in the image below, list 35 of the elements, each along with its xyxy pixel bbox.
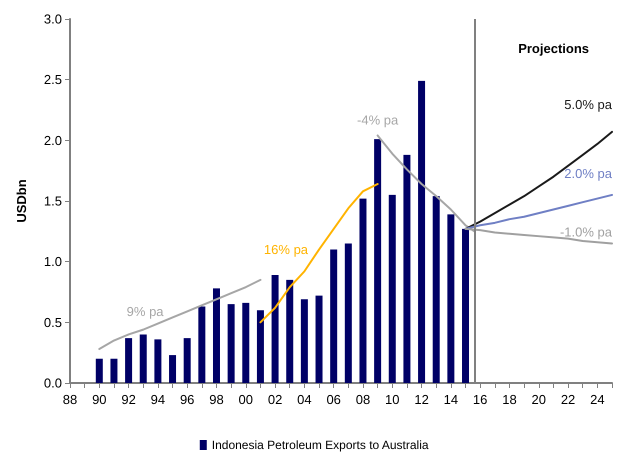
x-tick-label: 88 <box>62 392 78 407</box>
series-label: 2.0% pa <box>564 166 613 181</box>
x-tick-label: 92 <box>121 392 136 407</box>
series-label: 16% pa <box>264 242 309 258</box>
y-tick-label: 3.0 <box>44 12 62 26</box>
series-label: -4% pa <box>357 112 399 128</box>
annotation: Projections <box>518 41 589 56</box>
series-label: 9% pa <box>126 304 164 319</box>
x-tick-label: 94 <box>150 392 166 407</box>
x-tick-label: 98 <box>209 392 224 407</box>
x-tick-label: 00 <box>238 392 254 407</box>
legend-label: Indonesia Petroleum Exports to Australia <box>212 438 429 452</box>
x-tick-label: 18 <box>502 392 517 407</box>
x-tick-label: 24 <box>590 392 605 407</box>
x-tick-label: 96 <box>180 392 194 407</box>
x-tick-label: 10 <box>385 392 400 407</box>
y-tick-label: 1.5 <box>44 194 62 208</box>
x-tick-label: 12 <box>414 392 429 407</box>
series-label: -1.0% pa <box>560 224 613 240</box>
x-tick-label: 22 <box>560 392 576 407</box>
x-tick-label: 02 <box>268 392 282 407</box>
series-label: 5.0% pa <box>564 96 613 112</box>
x-tick-label: 08 <box>356 392 370 407</box>
y-tick-label: 0.0 <box>44 376 62 390</box>
y-tick-label: 0.5 <box>44 314 62 330</box>
x-tick-label: 90 <box>92 392 107 407</box>
x-tick-label: 14 <box>444 392 458 407</box>
x-tick-label: 06 <box>326 392 341 407</box>
x-tick-label: 16 <box>472 392 488 407</box>
y-tick-label: 1.0 <box>44 254 62 270</box>
y-tick-label: 2.0 <box>44 132 62 148</box>
y-tick-label: 2.5 <box>44 72 62 88</box>
x-tick-label: 20 <box>532 392 546 407</box>
x-tick-label: 04 <box>297 392 312 407</box>
y-axis-title: USDbn <box>14 179 29 223</box>
